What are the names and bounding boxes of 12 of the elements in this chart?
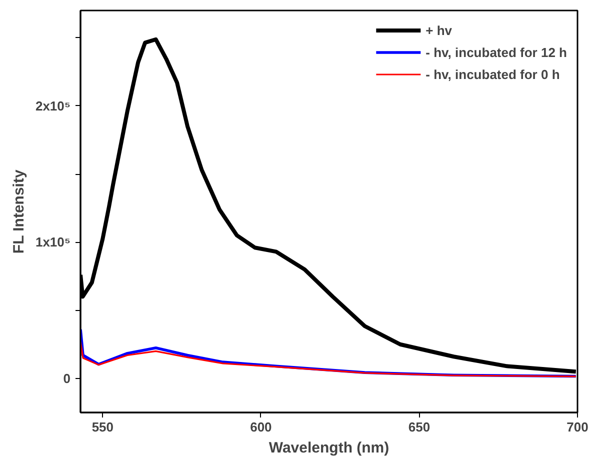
y-tick-label: 2x10⁵ — [35, 98, 71, 114]
x-tick-label: 700 — [566, 420, 588, 434]
x-axis-title: Wavelength (nm) — [268, 440, 390, 456]
y-axis-title: FL Intensity — [10, 169, 28, 254]
legend-label: - hv, incubated for 12 h — [426, 44, 567, 60]
x-tick-label: 650 — [408, 420, 430, 434]
legend-label: + hv — [426, 22, 452, 38]
y-tick-label: 1x10⁵ — [35, 234, 71, 250]
x-tick-label: 550 — [92, 420, 114, 434]
legend-label: - hv, incubated for 0 h — [426, 66, 560, 82]
y-tick-label: 0 — [63, 370, 71, 386]
x-tick-label: 600 — [250, 420, 272, 434]
